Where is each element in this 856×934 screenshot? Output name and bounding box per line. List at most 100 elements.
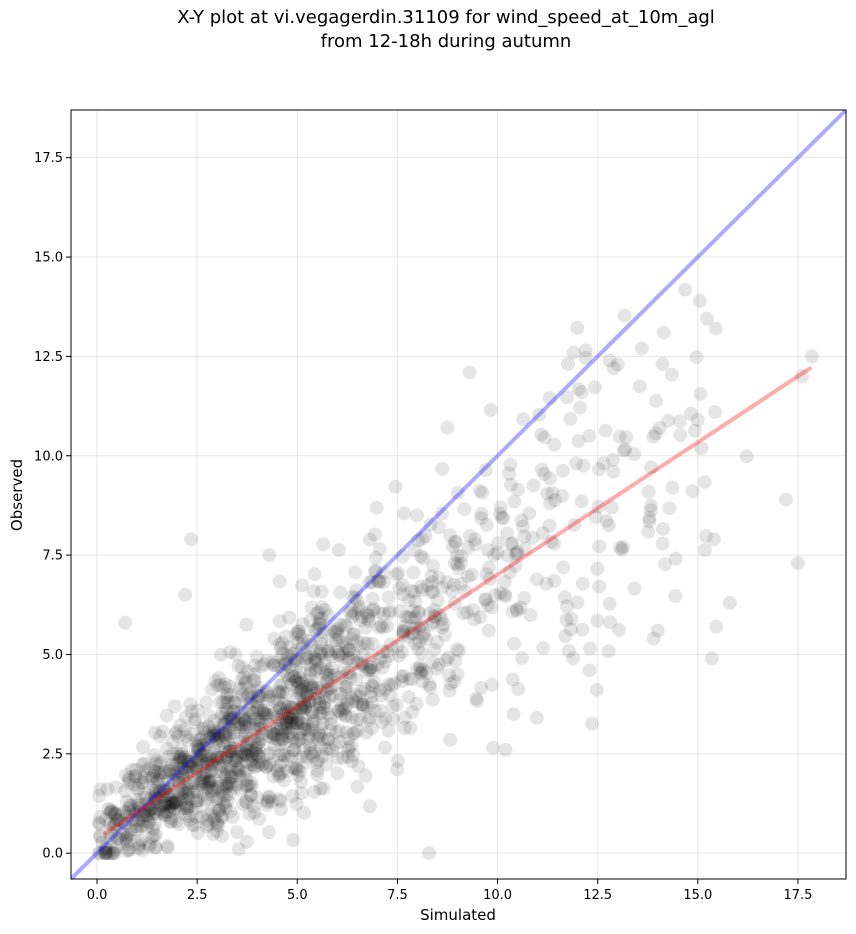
data-point (241, 687, 256, 702)
data-point (467, 612, 482, 627)
data-point (134, 775, 149, 790)
data-point (389, 567, 404, 582)
data-point (164, 814, 179, 829)
data-point (333, 585, 348, 600)
data-point (612, 429, 627, 444)
data-point (228, 695, 243, 710)
data-point (204, 763, 219, 778)
data-point (259, 709, 274, 724)
data-point (208, 673, 223, 688)
data-point (419, 631, 434, 646)
data-point (179, 777, 194, 792)
data-point (166, 761, 181, 776)
data-point (272, 637, 287, 652)
data-point (376, 644, 391, 659)
data-point (298, 651, 313, 666)
data-point (191, 742, 206, 757)
data-point (396, 624, 411, 639)
data-point (335, 750, 350, 765)
data-point (239, 778, 254, 793)
data-point (523, 608, 538, 623)
data-point (124, 798, 139, 813)
data-point (334, 701, 349, 716)
data-point (232, 704, 247, 719)
data-point (218, 754, 233, 769)
data-point (221, 695, 236, 710)
data-point (454, 556, 469, 571)
data-point (293, 726, 308, 741)
data-point (575, 622, 590, 637)
data-point (178, 709, 193, 724)
data-point (383, 637, 398, 652)
data-point (184, 759, 199, 774)
data-point (280, 668, 295, 683)
data-point (117, 804, 132, 819)
data-point (167, 767, 182, 782)
data-point (571, 381, 586, 396)
data-point (130, 781, 145, 796)
data-point (135, 775, 150, 790)
data-point (316, 700, 331, 715)
data-point (211, 729, 226, 744)
data-point (311, 753, 326, 768)
data-point (282, 672, 297, 687)
data-point (267, 658, 282, 673)
data-point (190, 762, 205, 777)
data-point (147, 778, 162, 793)
data-point (462, 365, 477, 380)
reference-lines (71, 110, 846, 879)
data-point (307, 651, 322, 666)
data-point (297, 699, 312, 714)
data-point (434, 506, 449, 521)
data-point (206, 812, 221, 827)
data-point (222, 744, 237, 759)
data-point (182, 754, 197, 769)
data-point (143, 791, 158, 806)
data-point (173, 766, 188, 781)
data-point (210, 818, 225, 833)
scatter-points (92, 282, 819, 861)
data-point (173, 755, 188, 770)
data-point (124, 823, 139, 838)
data-point (291, 676, 306, 691)
data-point (219, 780, 234, 795)
data-point (351, 759, 366, 774)
data-point (168, 726, 183, 741)
data-point (283, 640, 298, 655)
data-point (555, 488, 570, 503)
data-point (392, 648, 407, 663)
data-point (288, 715, 303, 730)
data-point (239, 772, 254, 787)
data-point (142, 761, 157, 776)
data-point (212, 764, 227, 779)
data-point (657, 557, 672, 572)
data-point (344, 754, 359, 769)
data-point (181, 791, 196, 806)
data-point (362, 710, 377, 725)
data-point (407, 585, 422, 600)
data-point (168, 814, 183, 829)
data-point (414, 665, 429, 680)
data-point (212, 803, 227, 818)
data-point (240, 744, 255, 759)
data-point (169, 756, 184, 771)
data-point (585, 716, 600, 731)
data-point (145, 806, 160, 821)
data-point (291, 733, 306, 748)
data-point (227, 780, 242, 795)
data-point (422, 606, 437, 621)
data-point (517, 591, 532, 606)
data-point (325, 636, 340, 651)
data-point (350, 779, 365, 794)
data-point (232, 768, 247, 783)
data-point (210, 780, 225, 795)
data-point (560, 390, 575, 405)
data-point (219, 702, 234, 717)
data-point (474, 511, 489, 526)
data-point (202, 775, 217, 790)
data-point (220, 748, 235, 763)
data-point (174, 751, 189, 766)
data-point (281, 729, 296, 744)
data-point (287, 762, 302, 777)
data-point (272, 686, 287, 701)
